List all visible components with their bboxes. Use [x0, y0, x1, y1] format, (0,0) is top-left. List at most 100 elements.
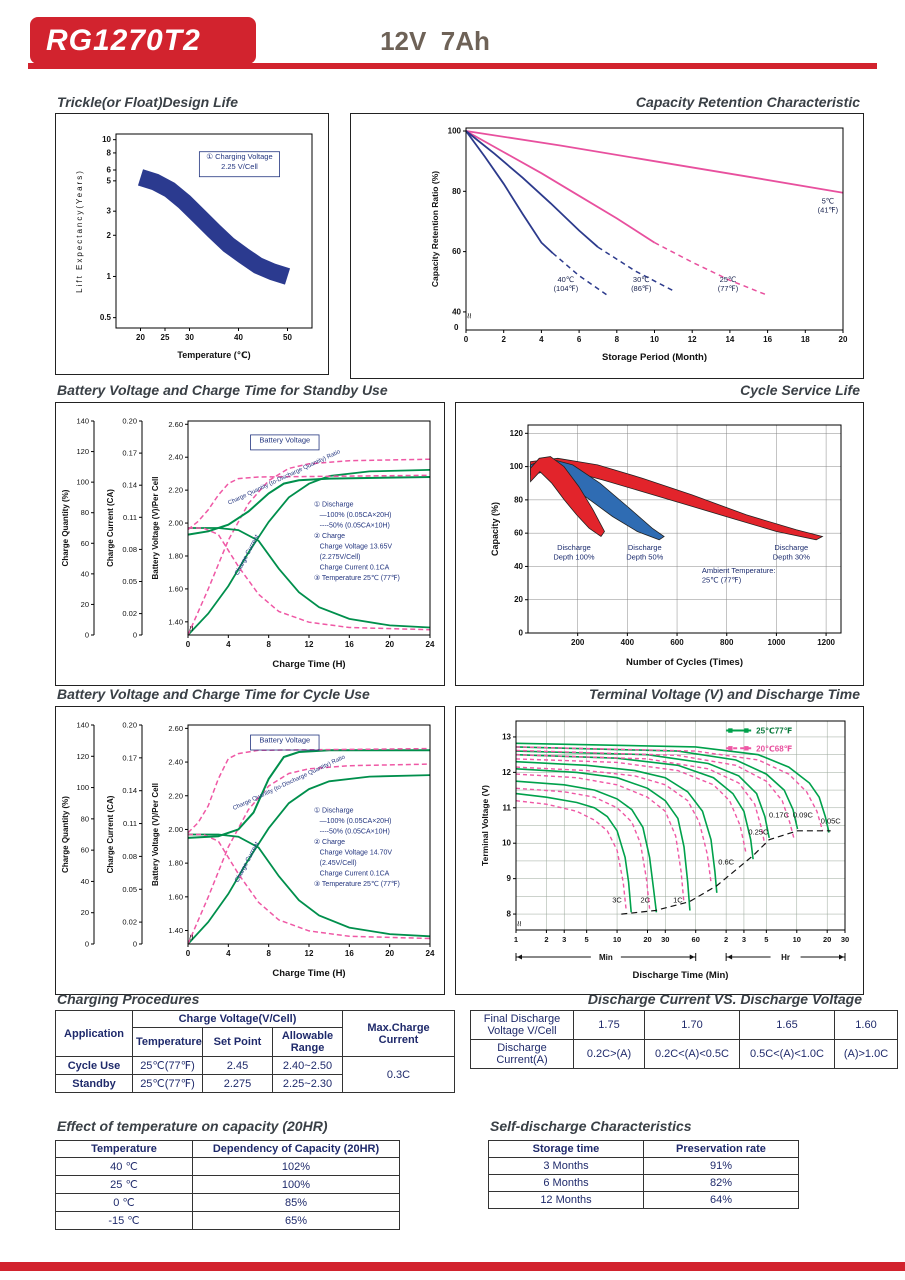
svg-text:2: 2	[724, 935, 728, 944]
discharge-current-vs-voltage-cell: 1.65	[739, 1010, 835, 1040]
svg-text:0.05C: 0.05C	[821, 817, 842, 826]
svg-text:3: 3	[562, 935, 566, 944]
charging-procedures-cell: Allowable Range	[272, 1027, 343, 1057]
discharge-current-vs-voltage-cell: 0.2C>(A)	[573, 1039, 645, 1069]
svg-text:40: 40	[81, 569, 89, 578]
self-discharge-cell: 12 Months	[488, 1191, 644, 1209]
svg-text:≈: ≈	[463, 313, 474, 319]
svg-text:② Charge: ② Charge	[314, 533, 345, 540]
svg-text:80: 80	[452, 187, 461, 196]
self-discharge-cell: 3 Months	[488, 1157, 644, 1175]
svg-text:③ Temperature 25℃ (77℉): ③ Temperature 25℃ (77℉)	[314, 574, 400, 582]
charging-procedures-cell: Set Point	[202, 1027, 273, 1057]
svg-text:100: 100	[76, 478, 89, 487]
svg-text:60: 60	[81, 539, 89, 548]
svg-text:Discharge: Discharge	[628, 543, 662, 552]
svg-text:24: 24	[426, 640, 435, 649]
svg-text:0: 0	[464, 335, 469, 344]
svg-text:0.14: 0.14	[122, 481, 137, 490]
temperature-capacity-cell: 0 ℃	[55, 1193, 193, 1212]
svg-text:3: 3	[742, 935, 746, 944]
svg-text:Capacity (%): Capacity (%)	[490, 502, 500, 556]
discharge-current-vs-voltage-cell: 0.5C<(A)<1.0C	[739, 1039, 835, 1069]
svg-text:13: 13	[502, 732, 511, 741]
svg-text:25℃77℉: 25℃77℉	[756, 727, 792, 736]
svg-text:(41℉): (41℉)	[818, 205, 839, 214]
svg-text:5: 5	[764, 935, 768, 944]
charging-procedures-cell: Cycle Use	[55, 1056, 133, 1075]
svg-text:600: 600	[670, 638, 684, 647]
svg-text:8: 8	[266, 640, 271, 649]
svg-text:20: 20	[385, 949, 394, 958]
svg-text:Charge Current 0.1CA: Charge Current 0.1CA	[314, 871, 390, 878]
section-title-cycle-life: Cycle Service Life	[740, 382, 860, 398]
temperature-capacity-cell: 65%	[192, 1211, 400, 1230]
svg-text:0.09C: 0.09C	[793, 811, 814, 820]
svg-text:(104℉): (104℉)	[554, 284, 579, 293]
section-title-charging-procedures: Charging Procedures	[57, 991, 200, 1007]
svg-text:Discharge: Discharge	[557, 543, 591, 552]
svg-text:0.6C: 0.6C	[718, 857, 734, 866]
svg-text:(2.45V/Cell): (2.45V/Cell)	[314, 860, 357, 867]
charging-procedures-cell: 25℃(77℉)	[132, 1056, 203, 1075]
svg-text:Terminal Voltage (V): Terminal Voltage (V)	[480, 785, 490, 866]
svg-text:120: 120	[76, 447, 89, 456]
svg-text:Battery Voltage: Battery Voltage	[259, 435, 310, 444]
svg-text:40: 40	[234, 333, 243, 342]
svg-text:60: 60	[514, 529, 523, 538]
svg-text:20: 20	[823, 935, 831, 944]
svg-text:0.20: 0.20	[122, 721, 137, 730]
svg-text:0.5: 0.5	[100, 313, 112, 322]
self-discharge-cell: 82%	[643, 1174, 799, 1192]
svg-text:4: 4	[539, 335, 544, 344]
svg-text:0.02: 0.02	[122, 609, 137, 618]
svg-text:20: 20	[81, 600, 89, 609]
svg-text:25℃: 25℃	[720, 275, 737, 284]
svg-text:0: 0	[133, 631, 137, 640]
svg-text:Battery Voltage (V)/Per Cell: Battery Voltage (V)/Per Cell	[151, 477, 160, 580]
svg-text:120: 120	[76, 752, 89, 761]
svg-text:5: 5	[107, 176, 112, 185]
svg-text:25℃ (77℉): 25℃ (77℉)	[702, 576, 742, 585]
svg-text:2.20: 2.20	[168, 791, 183, 800]
svg-text:Charge Current 0.1CA: Charge Current 0.1CA	[314, 565, 390, 572]
svg-text:25: 25	[161, 333, 170, 342]
charging-procedures-cell: Charge Voltage(V/Cell)	[132, 1010, 343, 1028]
section-title-terminal: Terminal Voltage (V) and Discharge Time	[589, 686, 860, 702]
svg-text:20: 20	[839, 335, 848, 344]
temperature-capacity-cell: 100%	[192, 1175, 400, 1194]
svg-text:2.00: 2.00	[168, 519, 183, 528]
svg-text:0: 0	[186, 949, 191, 958]
svg-text:0.17C: 0.17C	[769, 811, 790, 820]
svg-text:2.20: 2.20	[168, 486, 183, 495]
svg-text:4: 4	[226, 949, 231, 958]
svg-text:Charge Current: Charge Current	[234, 534, 261, 577]
svg-text:≈: ≈	[513, 921, 524, 927]
svg-text:6: 6	[107, 166, 112, 175]
svg-text:100: 100	[510, 462, 524, 471]
charging-procedures-table: Application Charge Voltage(V/Cell) Max.Cha…	[55, 1010, 455, 1093]
section-title-temp-effect: Effect of temperature on capacity (20HR)	[57, 1118, 328, 1134]
svg-text:1.80: 1.80	[168, 859, 183, 868]
svg-text:③ Temperature 25℃ (77℉): ③ Temperature 25℃ (77℉)	[314, 880, 400, 888]
svg-text:140: 140	[76, 417, 89, 426]
self-discharge-cell: Preservation rate	[643, 1140, 799, 1158]
discharge-current-vs-voltage-cell: 1.75	[573, 1010, 645, 1040]
self-discharge-cell: 91%	[643, 1157, 799, 1175]
temperature-capacity-cell: 40 ℃	[55, 1157, 193, 1176]
svg-text:30℃: 30℃	[633, 275, 650, 284]
svg-text:0.05: 0.05	[122, 577, 137, 586]
svg-text:1000: 1000	[768, 638, 786, 647]
svg-text:1200: 1200	[817, 638, 835, 647]
svg-text:50: 50	[283, 333, 292, 342]
svg-text:1: 1	[107, 272, 112, 281]
temperature-capacity-cell: Dependency of Capacity (20HR)	[192, 1140, 400, 1158]
svg-text:Min: Min	[599, 953, 613, 962]
svg-text:0: 0	[85, 940, 89, 949]
svg-text:Discharge Time (Min): Discharge Time (Min)	[633, 970, 729, 981]
svg-text:1.60: 1.60	[168, 584, 183, 593]
svg-text:5℃: 5℃	[822, 196, 835, 205]
svg-text:Storage Period (Month): Storage Period (Month)	[602, 352, 707, 363]
charging-procedures-cell: 2.45	[202, 1056, 273, 1075]
